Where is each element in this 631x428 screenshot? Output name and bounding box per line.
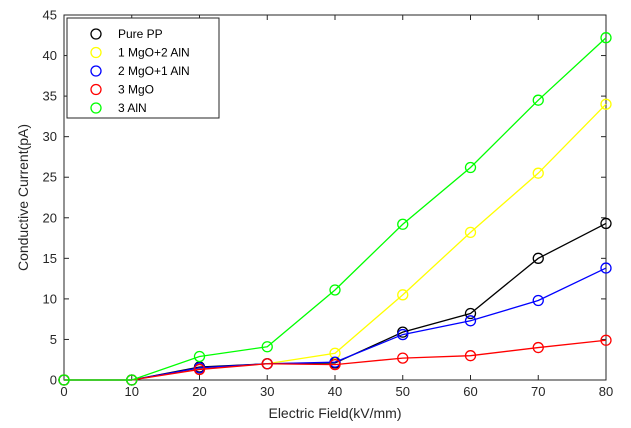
legend-label: 2 MgO+1 AlN (118, 64, 190, 78)
data-point (261, 358, 273, 370)
legend-marker (90, 83, 102, 96)
data-point (58, 374, 70, 386)
series-3-aln (58, 32, 612, 386)
y-tick-label: 35 (43, 89, 57, 104)
series-line-3-aln (64, 37, 607, 381)
data-point (329, 347, 341, 359)
legend-label: 1 MgO+2 AlN (118, 46, 190, 60)
data-point (532, 94, 544, 106)
x-tick-label: 10 (125, 384, 139, 399)
data-point (600, 334, 612, 346)
data-point (532, 167, 544, 179)
x-tick-label: 20 (192, 384, 206, 399)
data-point (193, 350, 206, 363)
legend-item: 1 MgO+2 AlN (90, 46, 190, 60)
data-point (600, 262, 612, 274)
data-point (464, 161, 477, 174)
legend: Pure PP 1 MgO+2 AlN 2 MgO+1 AlN 3 MgO 3 AlN (66, 17, 220, 119)
data-point (397, 289, 409, 301)
data-point (600, 217, 612, 230)
x-tick-label: 60 (463, 384, 477, 399)
y-tick-label: 15 (43, 251, 57, 266)
series-group (58, 32, 612, 386)
y-tick-label: 25 (43, 170, 57, 185)
legend-item: Pure PP (90, 27, 163, 41)
data-point (397, 218, 409, 230)
y-tick-label: 0 (50, 373, 57, 388)
x-tick-label: 80 (599, 384, 613, 399)
data-point (532, 341, 544, 354)
data-point (329, 358, 341, 371)
legend-label: Pure PP (118, 27, 163, 41)
data-point (532, 294, 544, 307)
x-tick-label: 30 (260, 384, 274, 399)
x-axis-label: Electric Field(kV/mm) (268, 405, 401, 421)
data-point (126, 374, 138, 386)
data-point (600, 32, 612, 44)
data-point (193, 363, 206, 376)
legend-marker (90, 28, 102, 40)
data-point (464, 307, 477, 320)
legend-marker (90, 46, 102, 59)
y-tick-label: 20 (43, 210, 57, 225)
data-point (464, 350, 477, 362)
data-point (464, 315, 477, 327)
y-tick-label: 10 (43, 291, 57, 306)
legend-item: 3 MgO (90, 83, 154, 97)
x-tick-label: 40 (328, 384, 342, 399)
legend-marker (90, 102, 102, 114)
series-line-3-mgo (64, 339, 607, 381)
y-tick-label: 5 (50, 332, 57, 347)
axis-ticks: 0 10 20 30 40 50 60 70 80 0 5 10 15 20 25 30 35 40 45 (43, 8, 614, 400)
y-tick-label: 40 (43, 48, 57, 63)
y-tick-label: 45 (43, 8, 57, 23)
y-tick-label: 30 (43, 129, 57, 144)
legend-label: 3 AlN (118, 101, 147, 115)
legend-marker (90, 65, 102, 77)
data-point (464, 226, 477, 239)
data-point (532, 252, 544, 264)
x-tick-label: 0 (60, 384, 67, 399)
data-point (261, 341, 273, 353)
x-tick-label: 70 (531, 384, 545, 399)
legend-label: 3 MgO (118, 83, 154, 97)
data-point (397, 352, 409, 364)
legend-item: 3 AlN (90, 101, 147, 115)
legend-item: 2 MgO+1 AlN (90, 64, 190, 78)
y-axis-label: Conductive Current(pA) (15, 124, 31, 271)
data-point (600, 98, 612, 110)
x-tick-label: 50 (396, 384, 410, 399)
data-point (329, 284, 341, 296)
data-point (397, 328, 409, 341)
